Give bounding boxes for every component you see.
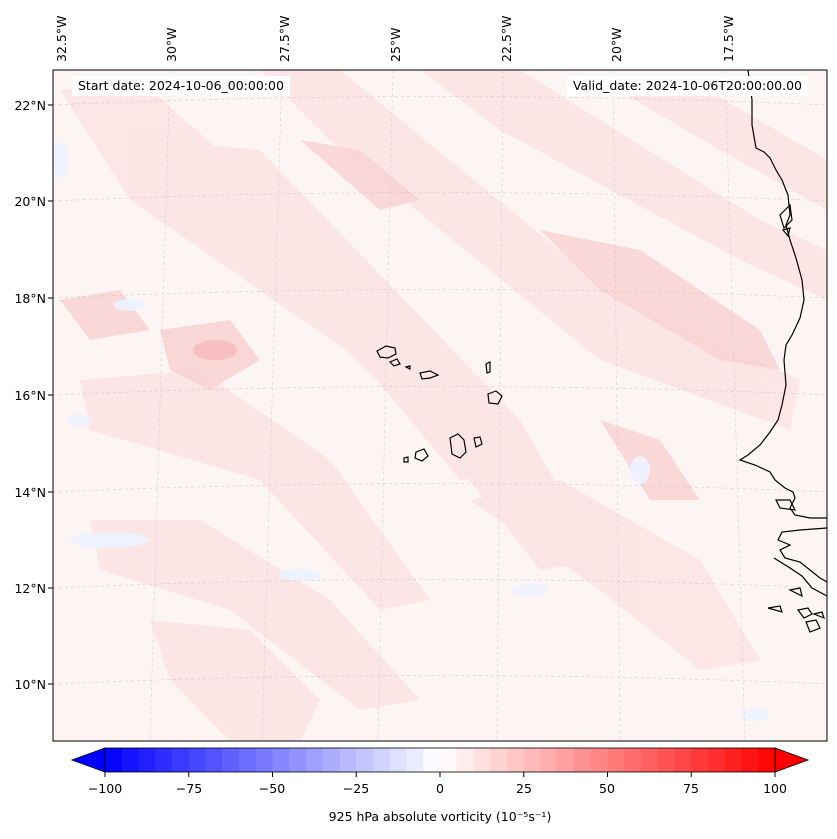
colorbar-cell: [423, 748, 441, 772]
colorbar-tick-label: 0: [436, 781, 444, 796]
valid-date-label: Valid_date: 2024-10-06T20:00:00.00: [566, 76, 808, 96]
colorbar-cell: [222, 748, 240, 772]
colorbar: [70, 747, 810, 777]
lat-label-16: 16°N: [14, 388, 46, 403]
colorbar-cell: [540, 748, 558, 772]
lon-label-27-5: 27.5°W: [277, 16, 292, 62]
colorbar-cell: [758, 748, 776, 772]
colorbar-cell: [507, 748, 525, 772]
colorbar-cell: [306, 748, 324, 772]
map-frame: [52, 69, 828, 742]
lon-label-17-5: 17.5°W: [721, 16, 736, 62]
colorbar-min-extend: [70, 747, 106, 773]
lon-label-25: 25°W: [388, 27, 403, 62]
colorbar-max-extend: [774, 747, 810, 773]
cape-verde-islands: [376, 345, 503, 463]
colorbar-cell: [590, 748, 609, 772]
colorbar-cell: [155, 748, 173, 772]
graticule: [53, 70, 827, 741]
colorbar-label: 925 hPa absolute vorticity (10⁻⁵s⁻¹): [329, 809, 552, 824]
colorbar-cell: [138, 748, 156, 772]
colorbar-cell: [741, 748, 759, 772]
colorbar-cell: [205, 748, 223, 772]
colorbar-cell: [607, 748, 625, 772]
lat-label-18: 18°N: [14, 291, 46, 306]
colorbar-tick-label: −50: [259, 781, 285, 796]
colorbar-cell: [373, 748, 391, 772]
colorbar-cell: [322, 748, 341, 772]
lon-label-30: 30°W: [164, 27, 179, 62]
lon-label-32-5: 32.5°W: [54, 16, 69, 62]
colorbar-cell: [523, 748, 542, 772]
colorbar-cell: [674, 748, 692, 772]
lat-label-12: 12°N: [14, 581, 46, 596]
start-date-label: Start date: 2024-10-06_00:00:00: [72, 76, 290, 96]
lat-label-20: 20°N: [14, 194, 46, 209]
colorbar-cell: [272, 748, 290, 772]
colorbar-cell: [105, 748, 123, 772]
colorbar-tick-label: −75: [176, 781, 202, 796]
lat-label-10: 10°N: [14, 677, 46, 692]
colorbar-cell: [641, 748, 659, 772]
colorbar-cell: [239, 748, 257, 772]
colorbar-tick-label: 100: [763, 781, 787, 796]
colorbar-cell: [708, 748, 726, 772]
colorbar-cell: [440, 748, 458, 772]
colorbar-cell: [406, 748, 424, 772]
colorbar-cell: [172, 748, 190, 772]
colorbar-cell: [473, 748, 491, 772]
colorbar-cell: [691, 748, 709, 772]
coastline: [738, 70, 827, 633]
colorbar-tick-label: 75: [683, 781, 699, 796]
lon-label-20: 20°W: [609, 27, 624, 62]
colorbar-cell: [339, 748, 357, 772]
colorbar-cell: [389, 748, 408, 772]
colorbar-tick-label: 25: [516, 781, 532, 796]
vorticity-field: [53, 70, 827, 741]
colorbar-cell: [255, 748, 274, 772]
colorbar-cell: [624, 748, 642, 772]
colorbar-cell: [121, 748, 140, 772]
colorbar-tick-label: −25: [343, 781, 369, 796]
colorbar-cell: [356, 748, 374, 772]
colorbar-cell: [724, 748, 743, 772]
colorbar-cell: [490, 748, 508, 772]
lon-label-22-5: 22.5°W: [499, 16, 514, 62]
colorbar-cells: [105, 748, 776, 772]
colorbar-tick-label: −100: [88, 781, 122, 796]
colorbar-cell: [456, 748, 475, 772]
colorbar-cell: [557, 748, 575, 772]
colorbar-cell: [657, 748, 676, 772]
colorbar-tick-label: 50: [599, 781, 615, 796]
colorbar-cell: [188, 748, 207, 772]
colorbar-cell: [574, 748, 592, 772]
lat-label-14: 14°N: [14, 485, 46, 500]
lat-label-22: 22°N: [14, 98, 46, 113]
colorbar-cell: [289, 748, 307, 772]
